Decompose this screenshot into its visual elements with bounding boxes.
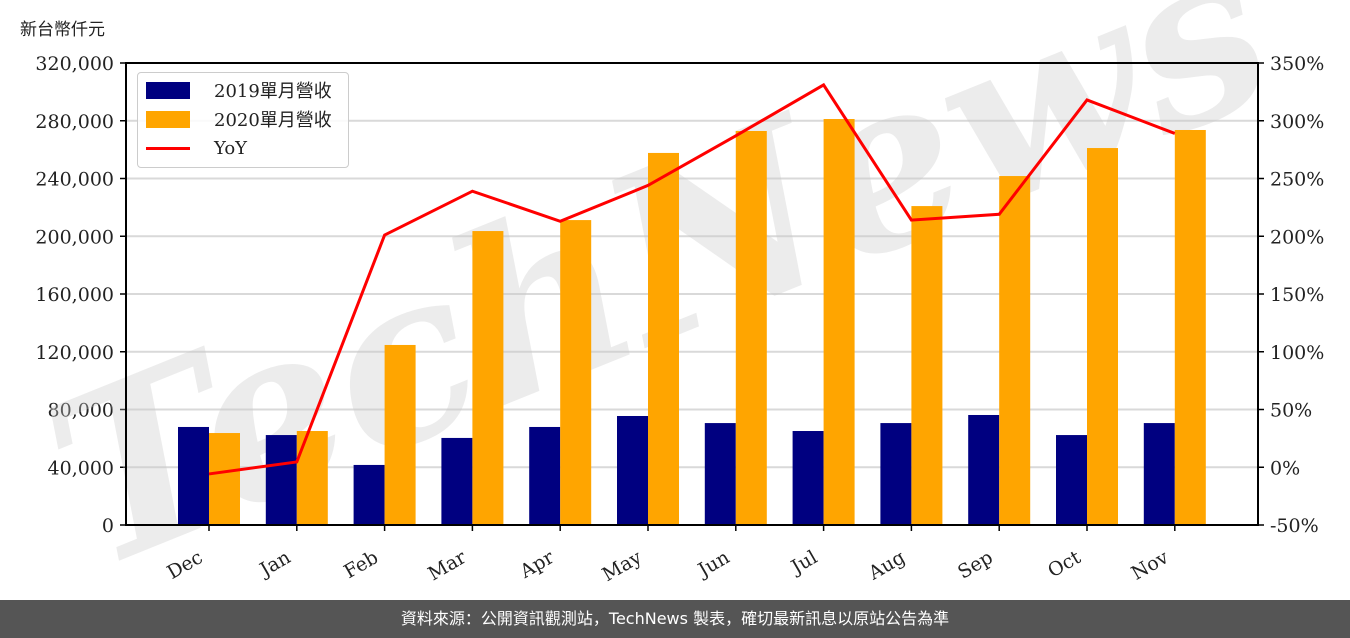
bar-2020 bbox=[296, 431, 328, 525]
legend-line-yoy bbox=[146, 146, 190, 150]
yoy-line bbox=[208, 82, 1176, 476]
y-tick-label: 80,000 bbox=[48, 400, 114, 422]
x-tick-label: Jun bbox=[693, 546, 734, 582]
legend: 2019單月營收 2020單月營收 YoY bbox=[137, 72, 349, 168]
y2-tick-label: 150% bbox=[1270, 284, 1324, 306]
legend-item-2019: 2019單月營收 bbox=[146, 78, 332, 102]
bar-2020 bbox=[735, 131, 767, 526]
chart-canvas: 0 40,000 80,000 120,000 160,000 200,000 240,00… bbox=[15, 0, 1324, 600]
bar-2019 bbox=[265, 435, 297, 525]
legend-item-yoy: YoY bbox=[146, 136, 247, 160]
y-tick-label: 200,000 bbox=[35, 226, 114, 248]
bar-2019 bbox=[1056, 435, 1087, 525]
y2-tick-label: 200% bbox=[1270, 226, 1324, 248]
bar-2020 bbox=[911, 206, 943, 525]
y-tick-label: 320,000 bbox=[35, 53, 114, 75]
bar-2019 bbox=[704, 423, 736, 525]
legend-swatch-2020 bbox=[146, 110, 190, 128]
legend-label-yoy: YoY bbox=[214, 137, 248, 159]
y-axis-unit-label: 新台幣仟元 bbox=[20, 20, 105, 40]
x-tick-label: Jul bbox=[786, 546, 821, 579]
bar-2019 bbox=[968, 414, 1000, 525]
legend-item-2020: 2020單月營收 bbox=[146, 107, 332, 131]
legend-label-2020: 2020單月營收 bbox=[214, 110, 332, 131]
bar-2020 bbox=[1174, 129, 1206, 526]
bar-2020 bbox=[472, 231, 504, 526]
source-footer: 資料來源：公開資訊觀測站，TechNews 製表，確切最新訊息以原站公告為準 bbox=[0, 600, 1350, 638]
y-tick-label: 0 bbox=[102, 515, 114, 537]
bar-2019 bbox=[792, 431, 824, 525]
y2-tick-label: 300% bbox=[1270, 111, 1324, 133]
x-tick-label: Oct bbox=[1044, 546, 1085, 582]
y-tick-label: 40,000 bbox=[48, 457, 114, 479]
x-tick-label: Apr bbox=[516, 546, 559, 583]
y2-tick-label: 100% bbox=[1270, 342, 1324, 364]
bar-2020 bbox=[560, 220, 592, 525]
legend-swatch-2019 bbox=[146, 81, 190, 99]
bar-2019 bbox=[529, 426, 561, 525]
y2-tick-label: 0% bbox=[1270, 457, 1300, 479]
y-tick-label: 240,000 bbox=[35, 169, 114, 191]
x-tick-label: May bbox=[599, 546, 646, 586]
x-tick-label: Mar bbox=[424, 546, 470, 585]
bar-2020 bbox=[384, 344, 416, 525]
bar-2019 bbox=[178, 426, 209, 525]
x-tick-label: Feb bbox=[340, 546, 382, 583]
bar-2020 bbox=[648, 152, 679, 525]
bar-2019 bbox=[617, 415, 648, 525]
bar-2019 bbox=[1143, 423, 1175, 525]
x-tick-label: Sep bbox=[954, 546, 997, 583]
bar-2019 bbox=[441, 437, 473, 525]
bar-2020 bbox=[999, 176, 1031, 525]
y-tick-label: 280,000 bbox=[35, 111, 114, 133]
x-tick-label: Aug bbox=[864, 546, 909, 585]
bar-2019 bbox=[353, 464, 385, 525]
y-tick-label: 160,000 bbox=[35, 284, 114, 306]
bar-2020 bbox=[209, 433, 240, 525]
y2-tick-label: 350% bbox=[1270, 53, 1324, 75]
y2-tick-label: 50% bbox=[1270, 400, 1312, 422]
bar-2020 bbox=[1087, 148, 1118, 526]
plot-frame bbox=[125, 62, 1259, 526]
y2-tick-label: -50% bbox=[1270, 515, 1319, 537]
bar-2020 bbox=[823, 119, 855, 525]
x-tick-label: Nov bbox=[1128, 546, 1173, 585]
y2-tick-label: 250% bbox=[1270, 169, 1324, 191]
legend-label-2019: 2019單月營收 bbox=[214, 81, 332, 102]
y-tick-label: 120,000 bbox=[35, 342, 114, 364]
bar-2019 bbox=[880, 423, 912, 525]
